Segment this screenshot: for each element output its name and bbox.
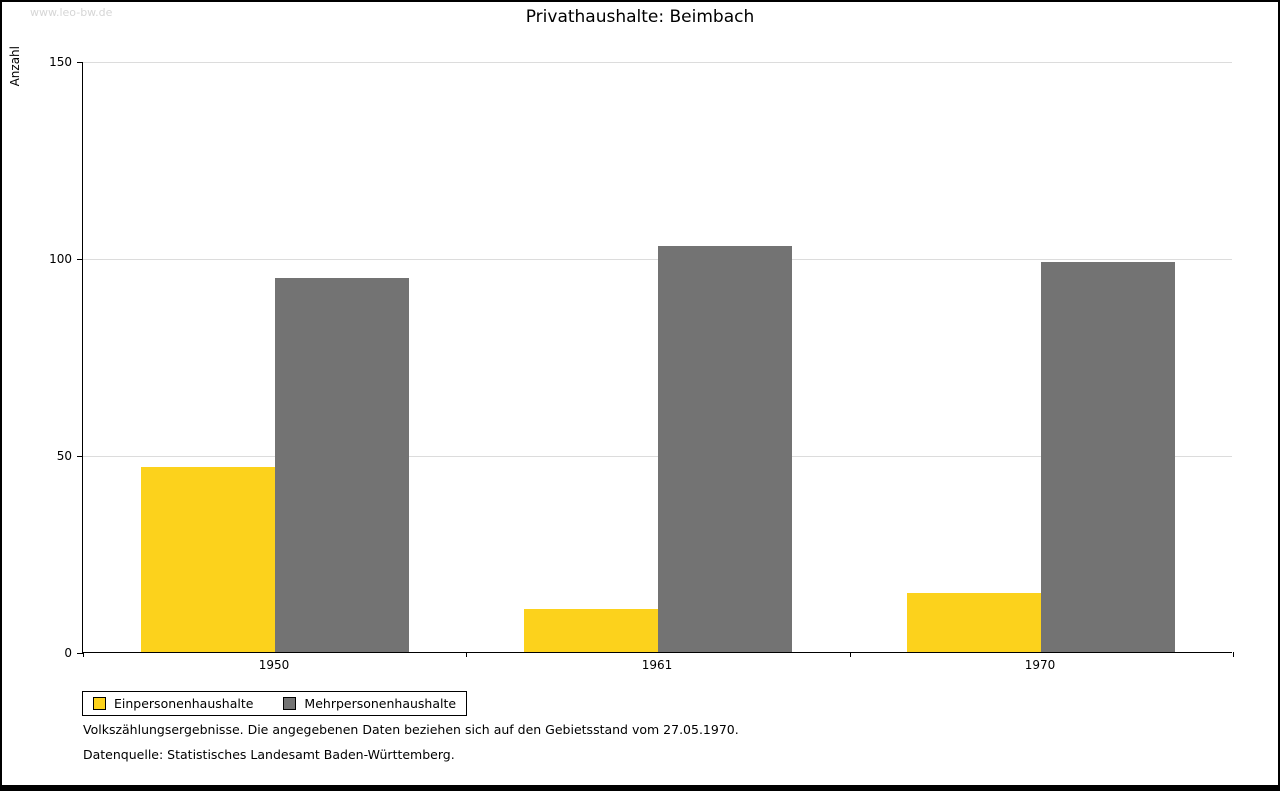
- x-tick-label: 1961: [641, 658, 673, 672]
- x-axis-tick: [466, 652, 467, 657]
- y-axis-tick: [77, 62, 83, 63]
- bar-mehrpersonenhaushalte-1970: [1041, 262, 1175, 652]
- y-tick-label: 150: [49, 55, 72, 69]
- y-axis-tick: [77, 456, 83, 457]
- y-axis-tick: [77, 259, 83, 260]
- bar-einpersonenhaushalte-1961: [524, 609, 658, 652]
- x-axis-tick: [83, 652, 84, 657]
- bar-einpersonenhaushalte-1970: [907, 593, 1041, 652]
- x-tick-label: 1970: [1024, 658, 1056, 672]
- y-axis-tick-labels: 0 50 100 150: [2, 55, 76, 660]
- legend-item-mehrpersonenhaushalte: Mehrpersonenhaushalte: [283, 696, 456, 711]
- legend: Einpersonenhaushalte Mehrpersonenhaushal…: [82, 691, 468, 716]
- bar-einpersonenhaushalte-1950: [141, 467, 275, 652]
- gridline: [83, 456, 1232, 457]
- x-axis-tick: [850, 652, 851, 657]
- x-axis-tick-labels: 1950 1961 1970: [2, 658, 1278, 676]
- chart-title: Privathaushalte: Beimbach: [525, 7, 755, 27]
- footer-source: Datenquelle: Statistisches Landesamt Bad…: [83, 747, 455, 762]
- watermark: www.leo-bw.de: [30, 6, 113, 19]
- gridline: [83, 62, 1232, 63]
- legend-label-einpersonenhaushalte: Einpersonenhaushalte: [114, 696, 254, 711]
- legend-swatch-einpersonenhaushalte: [93, 697, 106, 710]
- y-tick-label: 50: [56, 449, 72, 463]
- x-tick-label: 1950: [258, 658, 290, 672]
- legend-label-mehrpersonenhaushalte: Mehrpersonenhaushalte: [304, 696, 457, 711]
- footer: Volkszählungsergebnisse. Die angegebenen…: [83, 722, 739, 772]
- y-axis-tick: [77, 653, 83, 654]
- legend-swatch-mehrpersonenhaushalte: [283, 697, 297, 710]
- plot-area: [77, 62, 1234, 657]
- gridline: [83, 259, 1232, 260]
- y-tick-label: 100: [49, 252, 72, 266]
- y-tick-label: 0: [64, 646, 72, 660]
- bar-mehrpersonenhaushalte-1950: [275, 278, 409, 652]
- x-axis-tick: [1233, 652, 1234, 657]
- footer-note: Volkszählungsergebnisse. Die angegebenen…: [83, 722, 739, 737]
- legend-item-einpersonenhaushalte: Einpersonenhaushalte: [93, 696, 253, 711]
- bar-mehrpersonenhaushalte-1961: [658, 246, 792, 652]
